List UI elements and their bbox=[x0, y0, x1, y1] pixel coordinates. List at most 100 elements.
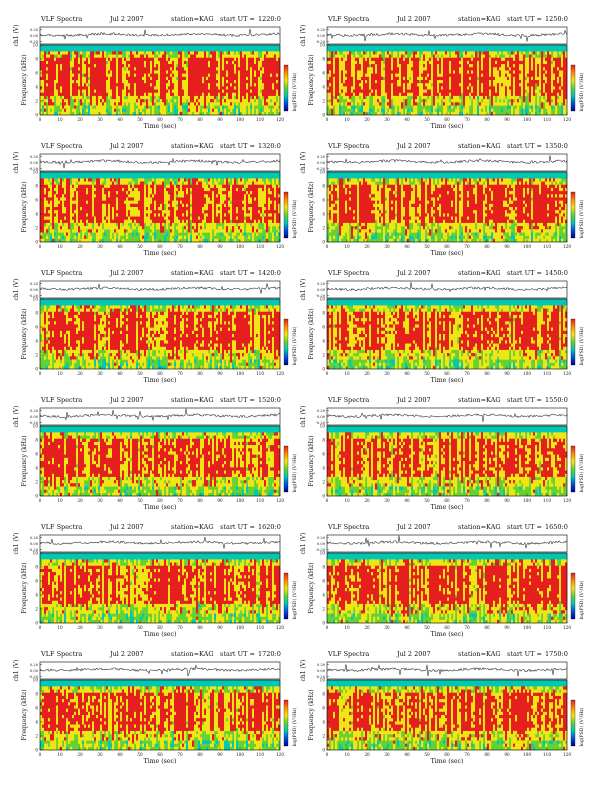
spectrogram-cell bbox=[445, 73, 448, 78]
spectrogram-cell bbox=[60, 57, 63, 62]
spectrogram-cell bbox=[176, 67, 179, 71]
spectrogram-cell bbox=[543, 99, 546, 103]
spectrogram-cell bbox=[200, 73, 203, 78]
spectrogram-cell bbox=[443, 70, 446, 74]
spectrogram-cell bbox=[54, 70, 57, 74]
spectrogram-cell bbox=[48, 213, 51, 217]
spectrogram-cell bbox=[226, 99, 229, 103]
spectrogram-cell bbox=[164, 51, 167, 55]
spectrogram-cell bbox=[242, 54, 245, 58]
spectrogram-cell bbox=[152, 76, 155, 81]
spectrogram-cell bbox=[483, 70, 486, 74]
spectrogram-cell bbox=[150, 51, 153, 55]
spectrogram-cell bbox=[172, 67, 175, 71]
spectrogram-cell bbox=[80, 57, 83, 62]
spectrogram-cell bbox=[134, 64, 137, 68]
spectrogram-cell bbox=[146, 89, 149, 93]
spectrogram-cell bbox=[254, 92, 257, 97]
spectrogram-cell bbox=[58, 178, 61, 182]
spectrogram-cell bbox=[497, 83, 500, 87]
spectrogram-cell bbox=[172, 70, 175, 74]
spectrogram-cell bbox=[357, 86, 360, 90]
spectrogram-cell bbox=[64, 200, 67, 205]
spectrogram-cell bbox=[128, 64, 131, 68]
spectrogram-cell bbox=[62, 175, 65, 179]
spectrogram-cell bbox=[545, 73, 548, 78]
spectrogram-cell bbox=[513, 89, 516, 93]
spectrogram-cell bbox=[48, 57, 51, 62]
spectrogram-cell bbox=[262, 111, 265, 116]
spectrogram-cell bbox=[533, 99, 536, 103]
spectrogram-cell bbox=[170, 86, 173, 90]
spectrogram-cell bbox=[353, 70, 356, 74]
spectrogram-cell bbox=[457, 67, 460, 71]
spectrogram-cell bbox=[455, 73, 458, 78]
spectrogram-cell bbox=[44, 67, 47, 71]
spectrogram-cell bbox=[331, 86, 334, 90]
spectrogram-cell bbox=[367, 57, 370, 62]
spectrogram-cell bbox=[80, 86, 83, 90]
spectrogram-cell bbox=[50, 219, 53, 224]
spectrogram-cell bbox=[547, 64, 550, 68]
spectrogram-cell bbox=[254, 64, 257, 68]
spectrogram-cell bbox=[56, 57, 59, 62]
panel-title: VLF Spectra bbox=[40, 15, 82, 23]
spectrogram-cell bbox=[379, 67, 382, 71]
spectrogram-cell bbox=[409, 83, 412, 87]
spectrogram-cell bbox=[529, 86, 532, 90]
spectrogram-cell bbox=[551, 86, 554, 90]
spectrogram-cell bbox=[78, 95, 81, 100]
spectrogram-cell bbox=[337, 57, 340, 62]
spectrogram-cell bbox=[50, 60, 53, 65]
spectrogram-cell bbox=[547, 80, 550, 84]
spectrogram-cell bbox=[194, 60, 197, 65]
spectrogram-cell bbox=[527, 89, 530, 93]
spectrogram-cell bbox=[234, 105, 237, 109]
spectrogram-cell bbox=[262, 51, 265, 55]
spectrogram-cell bbox=[90, 111, 93, 116]
spectrogram-cell bbox=[427, 48, 430, 52]
spectrogram-cell bbox=[64, 67, 67, 71]
spectrogram-cell bbox=[397, 83, 400, 87]
spectrogram-cell bbox=[539, 83, 542, 87]
spectrogram-cell bbox=[210, 80, 213, 84]
spectrogram-cell bbox=[471, 92, 474, 97]
spectrogram-cell bbox=[44, 89, 47, 93]
spectrogram-cell bbox=[96, 99, 99, 103]
spectrogram-cell bbox=[242, 102, 245, 106]
spectrogram-cell bbox=[206, 73, 209, 78]
spectrogram-cell bbox=[431, 48, 434, 52]
spectrogram-cell bbox=[399, 86, 402, 90]
spectrogram-cell bbox=[565, 89, 568, 93]
spectrogram-cell bbox=[228, 60, 231, 65]
spectrogram-cell bbox=[52, 191, 55, 195]
spectrogram-cell bbox=[52, 57, 55, 62]
spectrogram-cell bbox=[142, 60, 145, 65]
spectrogram-cell bbox=[415, 80, 418, 84]
spectrogram-cell bbox=[214, 45, 217, 49]
spectrogram-cell bbox=[381, 64, 384, 68]
spectrogram-cell bbox=[417, 86, 420, 90]
spectrogram-cell bbox=[90, 108, 93, 113]
spectrogram-cell bbox=[361, 89, 364, 93]
spectrogram-cell bbox=[148, 111, 151, 116]
spectrogram-cell bbox=[425, 51, 428, 55]
spectrogram-cell bbox=[108, 45, 111, 49]
panel-date: Jul 2 2007 bbox=[109, 142, 144, 150]
spectrogram-cell bbox=[232, 73, 235, 78]
spectrogram-cell bbox=[44, 70, 47, 74]
spectrogram-cell bbox=[343, 89, 346, 93]
spectrogram-cell bbox=[50, 207, 53, 211]
spectrogram-cell bbox=[543, 83, 546, 87]
spectrogram-cell bbox=[511, 60, 514, 65]
spectrogram-cell bbox=[393, 73, 396, 78]
spectrogram-cell bbox=[40, 172, 43, 176]
spectrogram-cell bbox=[52, 70, 55, 74]
spectrogram-cell bbox=[359, 73, 362, 78]
spectrogram-cell bbox=[483, 108, 486, 113]
spectrogram-cell bbox=[435, 76, 438, 81]
spectrogram-cell bbox=[453, 76, 456, 81]
spectrogram-cell bbox=[214, 89, 217, 93]
spectrogram-cell bbox=[64, 203, 67, 208]
spectrogram-cell bbox=[198, 89, 201, 93]
